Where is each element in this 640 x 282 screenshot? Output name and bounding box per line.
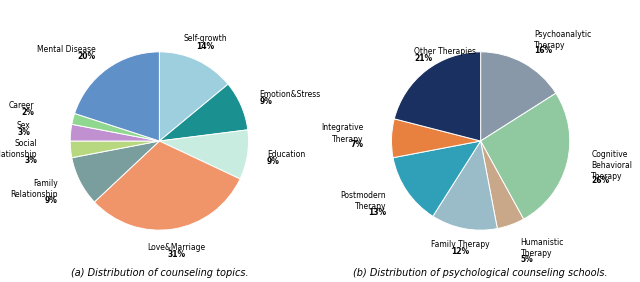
Text: (b) Distribution of psychological counseling schools.: (b) Distribution of psychological counse… bbox=[353, 268, 608, 278]
Text: Education: Education bbox=[267, 150, 305, 159]
Text: Psychoanalytic
Therapy: Psychoanalytic Therapy bbox=[534, 30, 591, 50]
Wedge shape bbox=[481, 52, 556, 141]
Text: Family Therapy: Family Therapy bbox=[431, 239, 490, 248]
Text: 13%: 13% bbox=[368, 208, 387, 217]
Text: 9%: 9% bbox=[267, 157, 280, 166]
Text: 31%: 31% bbox=[168, 250, 186, 259]
Text: 9%: 9% bbox=[45, 196, 58, 205]
Text: Cognitive
Behavioral
Therapy: Cognitive Behavioral Therapy bbox=[591, 150, 632, 181]
Text: Integrative
Therapy: Integrative Therapy bbox=[321, 124, 363, 144]
Text: (a) Distribution of counseling topics.: (a) Distribution of counseling topics. bbox=[70, 268, 248, 278]
Text: 12%: 12% bbox=[451, 247, 469, 256]
Text: 26%: 26% bbox=[591, 176, 609, 185]
Wedge shape bbox=[392, 119, 481, 158]
Text: Other Therapies: Other Therapies bbox=[414, 47, 476, 56]
Text: 5%: 5% bbox=[520, 255, 533, 264]
Text: Mental Disease: Mental Disease bbox=[36, 45, 95, 54]
Text: Love&Marriage: Love&Marriage bbox=[148, 243, 206, 252]
Text: 9%: 9% bbox=[259, 97, 272, 106]
Text: Postmodern
Therapy: Postmodern Therapy bbox=[340, 191, 387, 212]
Text: 16%: 16% bbox=[534, 47, 552, 56]
Text: Emotion&Stress: Emotion&Stress bbox=[259, 89, 321, 98]
Wedge shape bbox=[75, 52, 159, 141]
Text: 14%: 14% bbox=[196, 42, 215, 51]
Text: 20%: 20% bbox=[77, 52, 95, 61]
Wedge shape bbox=[159, 52, 228, 141]
Text: 21%: 21% bbox=[414, 54, 432, 63]
Wedge shape bbox=[393, 141, 481, 216]
Text: 3%: 3% bbox=[24, 156, 37, 165]
Wedge shape bbox=[481, 141, 524, 229]
Text: 7%: 7% bbox=[350, 140, 363, 149]
Wedge shape bbox=[481, 93, 570, 219]
Text: Sex: Sex bbox=[17, 120, 31, 129]
Wedge shape bbox=[159, 130, 248, 179]
Wedge shape bbox=[70, 141, 159, 158]
Text: 2%: 2% bbox=[21, 108, 34, 117]
Wedge shape bbox=[72, 141, 159, 202]
Wedge shape bbox=[433, 141, 497, 230]
Wedge shape bbox=[94, 141, 240, 230]
Text: 3%: 3% bbox=[18, 128, 31, 137]
Wedge shape bbox=[70, 124, 159, 141]
Text: Social
Relationship: Social Relationship bbox=[0, 139, 37, 159]
Text: Career: Career bbox=[8, 101, 34, 110]
Text: Humanistic
Therapy: Humanistic Therapy bbox=[520, 238, 564, 258]
Text: Self-growth: Self-growth bbox=[184, 34, 227, 43]
Wedge shape bbox=[394, 52, 481, 141]
Text: Family
Relationship: Family Relationship bbox=[10, 179, 58, 199]
Wedge shape bbox=[72, 113, 159, 141]
Wedge shape bbox=[159, 84, 248, 141]
